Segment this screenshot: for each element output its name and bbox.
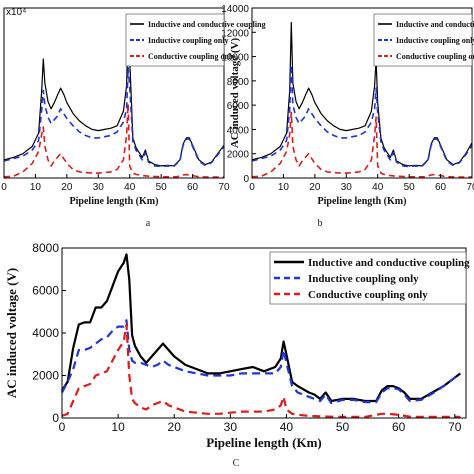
x-tick-label: 40 [124,182,136,193]
panel-b: 0 10 20 30 40 50 60 70 0 2000 4000 6000 8000 10000 120… [221,4,474,229]
x-tick-label: 10 [278,182,290,193]
x-tick-label: 0 [249,182,255,193]
panel-caption: b [318,218,323,229]
legend-label-3: Conductive coupling only [308,289,428,301]
x-tick-label: 70 [218,182,230,193]
series-line-1 [3,20,225,167]
y-axis-label: AC induced voltage (V) [4,268,19,398]
y-tick-label: 4000 [227,125,250,136]
legend-label-3: Conductive coupling only [148,52,235,61]
panel-caption: a [146,218,151,229]
x-tick-label: 60 [392,420,406,434]
series-line-3 [3,103,224,178]
y-tick-label: 4000 [32,326,59,340]
x-tick-label: 0 [59,420,66,434]
legend-label-2: Inductive coupling only [396,36,474,45]
legend-label-1: Inductive and conductive coupling [396,20,474,29]
y-tick-label: 0 [243,174,249,185]
y-tick-label: 8000 [32,241,59,255]
legend-label-1: Inductive and conductive coupling [148,20,266,29]
x-tick-label: 30 [224,420,238,434]
legend-label-2: Inductive coupling only [148,36,228,45]
x-tick-label: 50 [336,420,350,434]
x-tick-label: 60 [187,182,199,193]
series-line-1 [61,253,462,403]
x-tick-label: 40 [280,420,294,434]
x-tick-label: 10 [30,182,42,193]
x-tick-label: 20 [61,182,73,193]
x-tick-label: 60 [435,182,447,193]
plot-frame [3,7,225,179]
legend-label-1: Inductive and conductive coupling [308,257,470,269]
panel-caption: C [233,458,240,469]
x-tick-label: 10 [111,420,125,434]
x-tick-label: 20 [168,420,182,434]
plot-frame [251,7,473,179]
series-line-3 [251,111,472,178]
x-tick-label: 30 [93,182,105,193]
legend-label-3: Conductive coupling only [396,52,474,61]
x-tick-label: 50 [156,182,168,193]
y-tick-label: 6000 [32,284,59,298]
y-tick-label: 12000 [221,28,249,39]
series-line-2 [61,319,462,405]
y-tick-label: 14000 [221,4,249,15]
series-line-2 [3,66,225,168]
series-line-2 [251,64,473,168]
x-tick-label: 50 [404,182,416,193]
x-axis-label: Pipeline length (Km) [206,435,322,450]
x-tick-label: 70 [448,420,462,434]
panel-a: 0 10 20 30 40 50 60 70 x10⁴ Pipeline length (Km) I… [1,7,265,229]
x-tick-label: 30 [341,182,353,193]
x-tick-label: 0 [1,182,7,193]
y-tick-label: 2000 [227,150,250,161]
y-tick-label: 0 [52,411,59,425]
y-tick-label: 2000 [32,369,59,383]
x-axis-label: Pipeline length (Km) [318,196,407,207]
legend-label-2: Inductive coupling only [308,273,419,285]
x-tick-label: 20 [309,182,321,193]
x-tick-label: 70 [466,182,474,193]
y-tick-label: 10000 [221,53,249,64]
exponent-label: x10⁴ [6,7,26,18]
y-tick-label: 6000 [227,101,250,112]
series-line-1 [251,22,473,167]
y-tick-label: 8000 [227,77,250,88]
x-tick-label: 40 [372,182,384,193]
x-axis-label: Pipeline length (Km) [70,196,159,207]
series-line-3 [61,323,461,418]
y-axis-label: AC induced voltage (V) [229,38,241,149]
legend-box [269,251,467,305]
panel-c: 0 10 20 30 40 50 60 70 0 2000 4000 6000 8000 Pipeline… [4,241,470,469]
